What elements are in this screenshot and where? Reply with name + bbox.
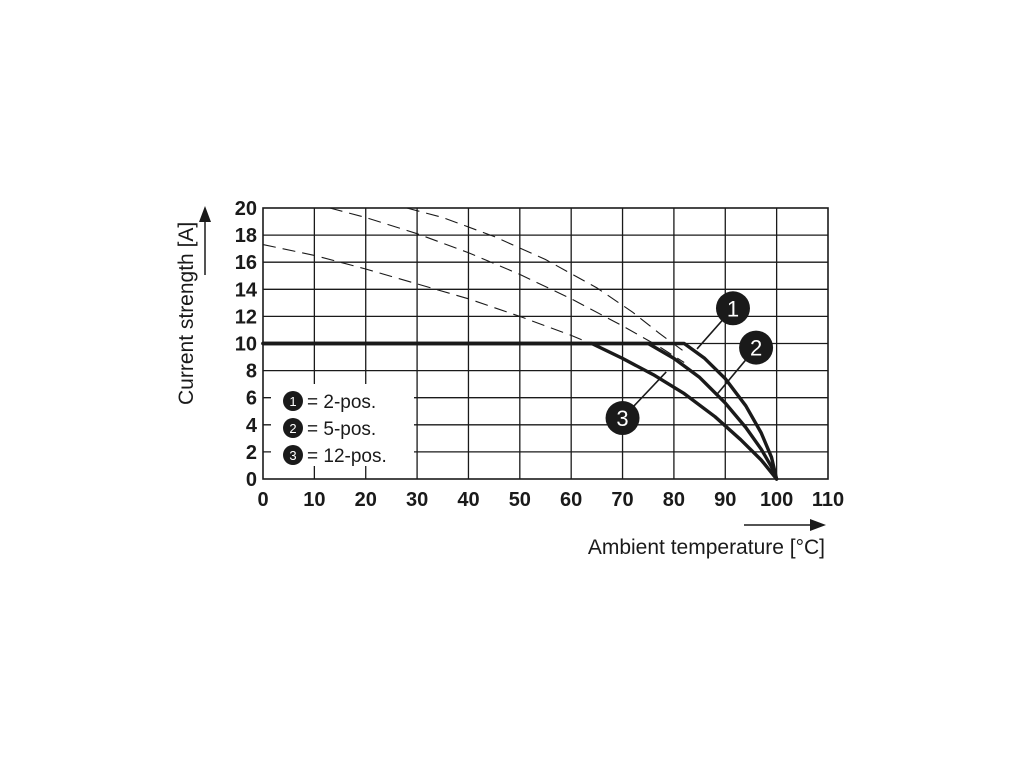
x-tick-label: 50 [509, 489, 531, 511]
y-tick-label: 16 [235, 252, 257, 274]
x-axis-label: Ambient temperature [°C] [588, 536, 825, 559]
series-line [261, 341, 779, 481]
y-tick-label: 2 [246, 442, 257, 464]
legend-marker-label: 1 [289, 394, 296, 409]
y-tick-label: 4 [246, 415, 258, 437]
legend-marker [283, 445, 303, 465]
legend-marker [283, 418, 303, 438]
x-tick-label: 110 [812, 489, 844, 511]
x-tick-label: 20 [355, 489, 377, 511]
y-axis-label: Current strength [A] [175, 222, 198, 405]
series-line [261, 341, 779, 481]
legend-entry: = 5-pos. [307, 419, 376, 440]
callout-marker [739, 330, 774, 365]
y-tick-label: 12 [235, 306, 257, 328]
callout-marker-label: 2 [750, 336, 762, 361]
dashed-curve [406, 207, 685, 353]
y-tick-label: 0 [246, 469, 257, 491]
legend: 1 = 2-pos. 2 = 5-pos. 3 = 12-pos. [271, 384, 414, 467]
callout-marker [605, 401, 640, 436]
y-tick-label: 8 [246, 361, 257, 383]
x-tick-label: 40 [457, 489, 479, 511]
dashed-curves [262, 207, 685, 363]
legend-entry: = 2-pos. [307, 392, 376, 413]
y-tick-label: 14 [235, 279, 258, 301]
x-tick-label: 90 [714, 489, 736, 511]
x-tick-label: 0 [257, 489, 268, 511]
y-tick-label: 20 [235, 198, 257, 220]
derating-curves [261, 341, 779, 481]
tick-labels: 0 10 20 30 40 50 60 70 80 90 100 110024681012141618… [235, 198, 844, 511]
x-axis-arrow-head [810, 519, 826, 531]
dashed-curve [329, 207, 685, 363]
x-axis-label-group: Ambient temperature [°C] [588, 519, 826, 559]
callout-marker-label: 1 [727, 296, 739, 321]
legend-marker-label: 2 [289, 421, 296, 436]
series-line [261, 341, 779, 481]
y-axis-label-group: Current strength [A] [175, 206, 211, 405]
x-tick-label: 70 [611, 489, 633, 511]
legend-marker-label: 3 [289, 448, 296, 463]
x-tick-label: 80 [663, 489, 685, 511]
y-tick-label: 10 [235, 334, 257, 356]
callout-marker [715, 291, 750, 326]
y-tick-label: 18 [235, 225, 257, 247]
x-tick-label: 100 [760, 489, 793, 511]
x-tick-label: 30 [406, 489, 428, 511]
y-tick-label: 6 [246, 388, 257, 410]
callout-marker-label: 3 [616, 406, 628, 431]
x-tick-label: 60 [560, 489, 582, 511]
x-tick-label: 10 [303, 489, 325, 511]
y-axis-arrow-head [199, 206, 211, 222]
legend-entry: = 12-pos. [307, 446, 387, 467]
legend-marker [283, 391, 303, 411]
callout-markers: 12 3 [605, 291, 774, 436]
